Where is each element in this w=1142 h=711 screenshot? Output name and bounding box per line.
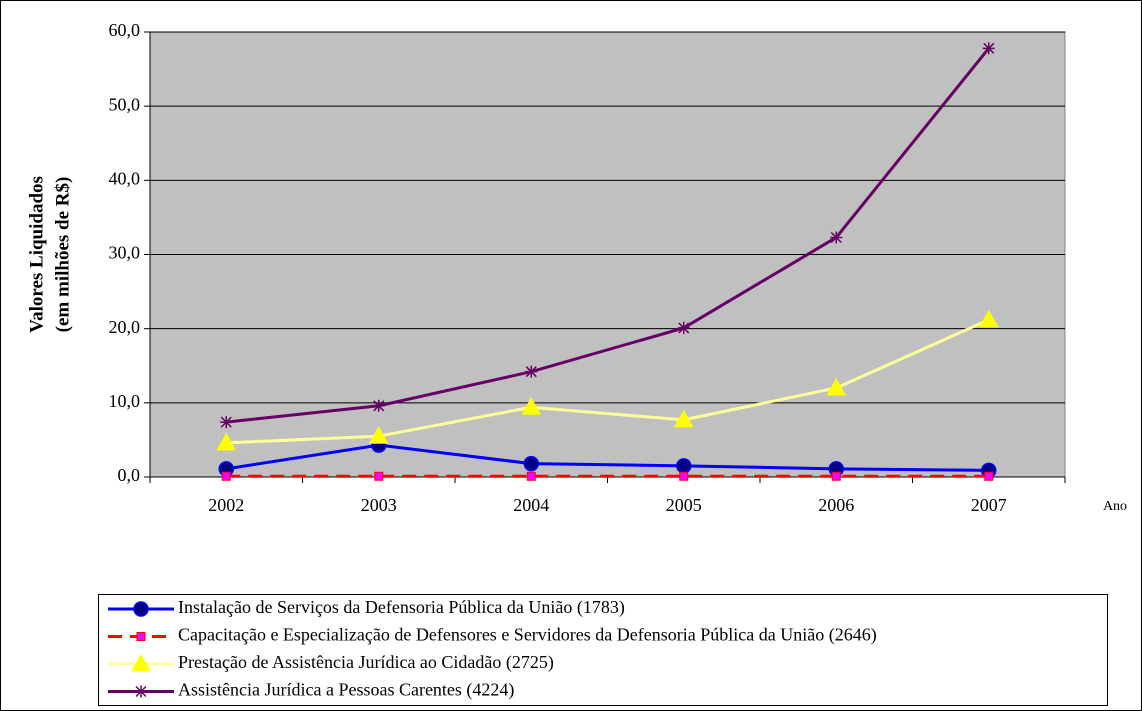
series-line bbox=[226, 443, 989, 472]
x-axis-label: Ano bbox=[1103, 499, 1127, 514]
x-tick-label: 2002 bbox=[208, 495, 244, 515]
marker bbox=[676, 458, 692, 474]
marker bbox=[372, 399, 385, 412]
marker bbox=[220, 416, 233, 429]
marker bbox=[826, 377, 847, 396]
marker bbox=[521, 397, 542, 415]
legend-marker bbox=[131, 653, 151, 672]
marker bbox=[831, 471, 841, 481]
marker bbox=[978, 309, 999, 328]
x-tick-label: 2003 bbox=[361, 495, 397, 515]
x-tick-label: 2006 bbox=[818, 495, 854, 515]
legend-box bbox=[98, 594, 1108, 706]
legend-label: Assistência Jurídica a Pessoas Carentes … bbox=[178, 680, 514, 701]
marker bbox=[830, 231, 843, 244]
marker bbox=[679, 471, 689, 481]
legend-marker bbox=[136, 632, 146, 641]
y-axis-label: Valores Liquidados bbox=[26, 176, 47, 333]
marker bbox=[525, 365, 538, 378]
marker bbox=[523, 455, 539, 472]
marker bbox=[221, 471, 231, 481]
y-tick-label: 10,0 bbox=[109, 391, 141, 411]
series-line bbox=[226, 47, 990, 424]
legend-marker bbox=[133, 601, 149, 617]
y-tick-label: 0,0 bbox=[118, 465, 141, 485]
marker bbox=[677, 321, 690, 334]
y-axis-label: (em milhões de R$) bbox=[52, 177, 73, 333]
legend-label: Capacitação e Especialização de Defensor… bbox=[178, 625, 877, 646]
series-line bbox=[226, 318, 990, 445]
y-tick-label: 30,0 bbox=[109, 243, 141, 263]
marker bbox=[984, 471, 994, 481]
marker bbox=[216, 432, 237, 451]
marker bbox=[673, 409, 694, 428]
x-tick-label: 2007 bbox=[971, 495, 1007, 515]
x-tick-label: 2004 bbox=[513, 495, 549, 515]
legend-label: Instalação de Serviços da Defensoria Púb… bbox=[178, 597, 625, 618]
x-tick-label: 2005 bbox=[666, 495, 702, 515]
y-tick-label: 60,0 bbox=[109, 20, 141, 40]
y-tick-label: 50,0 bbox=[109, 94, 141, 114]
y-tick-label: 20,0 bbox=[109, 317, 141, 337]
legend-marker bbox=[135, 685, 147, 698]
marker bbox=[982, 42, 995, 55]
y-tick-label: 40,0 bbox=[109, 168, 141, 188]
marker bbox=[526, 471, 536, 481]
marker bbox=[374, 471, 384, 481]
marker bbox=[368, 426, 389, 444]
legend-label: Prestação de Assistência Jurídica ao Cid… bbox=[178, 652, 554, 673]
